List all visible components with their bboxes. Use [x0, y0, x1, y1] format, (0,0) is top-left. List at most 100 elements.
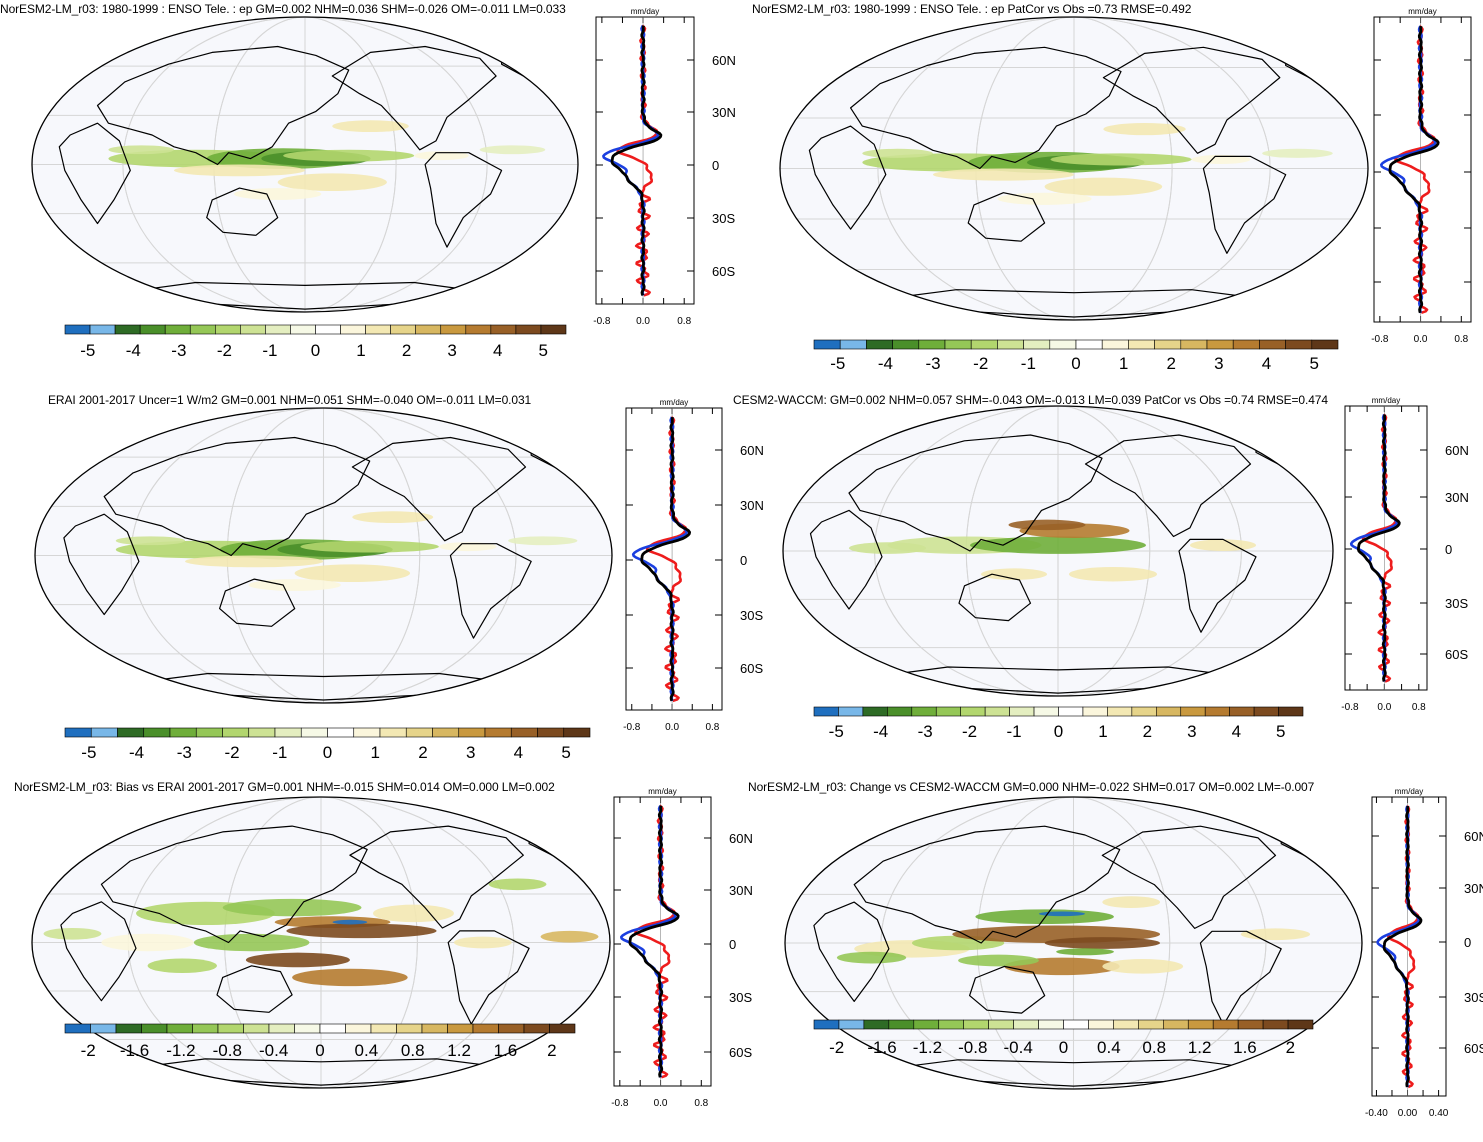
coastline-antarctica [838, 289, 1310, 318]
panel-graphics-change: -2 -1.6 -1.2 -0.8 -0.4 0 0.4 0.8 1.2 1.6 2mm/day60… [784, 787, 1483, 1119]
coastline-asia [853, 825, 1121, 944]
profile-units: mm/day [1372, 396, 1400, 405]
colorbar-swatch [1088, 1019, 1114, 1030]
anomaly-patch [332, 919, 368, 925]
colorbar-swatch [90, 727, 118, 738]
coastline-samerica [1178, 538, 1257, 633]
colorbar-swatch [189, 324, 216, 335]
panel-title: NorESM2-LM_r03: Bias vs ERAI 2001-2017 G… [14, 780, 555, 794]
colorbar-swatch [863, 1019, 890, 1030]
colorbar-label: -5 [829, 722, 844, 741]
map-body [32, 17, 578, 312]
map-body [785, 797, 1362, 1089]
colorbar-label: -0.4 [259, 1041, 288, 1060]
coastline-australia [969, 965, 1046, 1014]
coastline-namerica [1102, 46, 1281, 154]
profile-x-tick-label: -0.40 [1365, 1108, 1388, 1119]
colorbar-swatch [64, 324, 91, 335]
colorbar-swatch [327, 727, 355, 738]
colorbar-swatch [1138, 1019, 1164, 1030]
coastline-antarctica [86, 281, 524, 310]
profile-line-red [1394, 25, 1436, 315]
colorbar-swatch [1128, 339, 1155, 350]
latitude-label: 30S [1464, 990, 1483, 1005]
colorbar-swatch [300, 727, 328, 738]
zonal-mean-profile: mm/day 60N 30N 0 30S 60S -0.8 0.0 0.8 [1341, 396, 1469, 713]
colorbar: -5 -4 -3 -2 -1 0 1 2 3 4 5 [813, 339, 1339, 373]
coastline-samerica [1199, 930, 1282, 1026]
graticule-lon [122, 17, 488, 312]
colorbar-swatch [117, 727, 145, 738]
colorbar-swatch [1259, 339, 1286, 350]
anomaly-patch [1262, 148, 1333, 158]
profile-units: mm/day [648, 787, 676, 796]
latitude-label: 60S [740, 661, 763, 676]
colorbar-swatch [540, 324, 567, 335]
anomaly-patch [43, 927, 102, 940]
profile-units: mm/day [631, 7, 659, 16]
colorbar: -2 -1.6 -1.2 -0.8 -0.4 0 0.4 0.8 1.2 1.6 2 [813, 1019, 1314, 1057]
colorbar-label: -1 [272, 743, 287, 762]
colorbar-swatch [440, 324, 467, 335]
colorbar-label: -3 [177, 743, 192, 762]
profile-units: mm/day [660, 398, 688, 407]
anomaly-patch [836, 951, 907, 964]
panel-title: NorESM2-LM_r03: 1980-1999 : ENSO Tele. :… [752, 2, 1192, 16]
colorbar-label: -0.8 [213, 1041, 242, 1060]
colorbar-label: 0 [1059, 1038, 1068, 1057]
colorbar-swatch [1101, 339, 1129, 350]
anomaly-patch [1056, 948, 1114, 956]
anomaly-patch [479, 145, 546, 155]
coastline-samerica [449, 543, 532, 639]
colorbar-swatch [997, 339, 1024, 350]
colorbar-swatch [268, 1023, 295, 1034]
colorbar-label: 1.2 [447, 1041, 471, 1060]
anomaly-patch [1102, 896, 1161, 908]
latitude-label: 30S [1445, 596, 1468, 611]
panel-graphics-bias: -2 -1.6 -1.2 -0.8 -0.4 0 0.4 0.8 1.2 1.6 2 mm/day 60… [31, 787, 753, 1109]
colorbar-swatch [1058, 706, 1084, 717]
anomaly-patch [1038, 911, 1086, 917]
profile-x-tick-label: -0.8 [1371, 334, 1389, 345]
colorbar-swatch [217, 1023, 244, 1034]
anomaly-patch [1050, 153, 1192, 166]
colorbar-swatch [169, 727, 197, 738]
profile-x-tick-label: 0.0 [636, 316, 650, 327]
colorbar: -2 -1.6 -1.2 -0.8 -0.4 0 0.4 0.8 1.2 1.6 2 [64, 1023, 576, 1060]
coastline-asia [850, 46, 1122, 170]
profile-x-tick-label: -0.8 [623, 722, 641, 733]
coastline-australia [958, 573, 1032, 622]
anomaly-patch [286, 923, 437, 939]
latitude-label: 30N [1445, 490, 1469, 505]
profile-line-black [628, 805, 680, 1078]
coastline-namerica [1101, 825, 1277, 929]
colorbar-swatch [838, 706, 864, 717]
colorbar-swatch [315, 324, 341, 335]
profile-line-black [1388, 25, 1440, 314]
colorbar-swatch [115, 1023, 142, 1034]
latitude-label: 0 [712, 158, 719, 173]
profile-x-tick-label: -0.8 [611, 1098, 629, 1109]
coastline-africa [809, 509, 883, 610]
anomaly-patch [508, 536, 578, 546]
colorbar-swatch [396, 1023, 423, 1034]
anomaly-patch [1103, 123, 1186, 136]
colorbar-swatch [1009, 706, 1035, 717]
colorbar-swatch [549, 1023, 576, 1034]
colorbar-label: 2 [418, 743, 427, 762]
colorbar-swatch [447, 1023, 474, 1034]
coastline-samerica [424, 152, 503, 248]
colorbar-swatch [1131, 706, 1157, 717]
graticule-lon [130, 408, 517, 703]
coastline-asia [848, 434, 1103, 552]
panel-graphics-erai: -5 -4 -3 -2 -1 0 1 2 3 4 5 mm/day 60N 30N 0 30S 60S -0.8 0… [34, 398, 764, 762]
anomaly-patch [414, 151, 469, 161]
coastline-africa [58, 122, 131, 225]
colorbar-swatch [248, 727, 276, 738]
colorbar-swatch [432, 727, 460, 738]
colorbar-swatch [166, 1023, 193, 1034]
latitude-label: 60S [1464, 1041, 1483, 1056]
colorbar-label: -3 [926, 354, 941, 373]
latitude-label: 60S [1445, 647, 1468, 662]
profile-line-red [634, 804, 676, 1079]
